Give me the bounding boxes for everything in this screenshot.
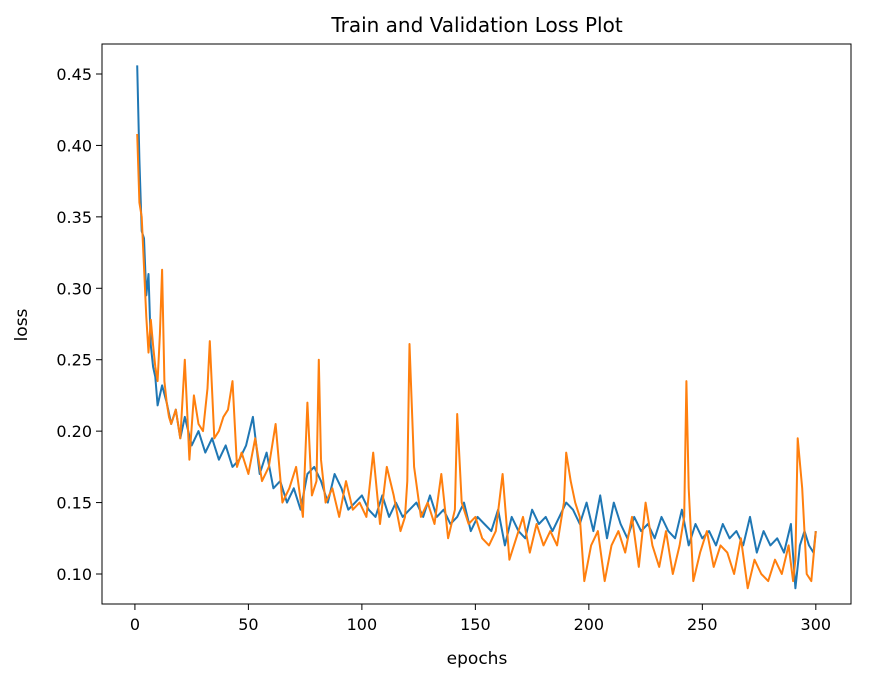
x-tick-label: 0 (130, 615, 140, 634)
x-tick-label: 200 (574, 615, 605, 634)
y-tick-label: 0.10 (56, 565, 92, 584)
y-axis-label: loss (12, 308, 32, 341)
x-tick-label: 300 (801, 615, 832, 634)
x-tick-label: 50 (238, 615, 258, 634)
x-tick-label: 150 (460, 615, 491, 634)
y-tick-label: 0.35 (56, 208, 92, 227)
y-tick-label: 0.45 (56, 65, 92, 84)
axes-frame (101, 43, 852, 605)
plot-area (136, 65, 817, 590)
y-tick-label: 0.25 (56, 351, 92, 370)
chart-title: Train and Validation Loss Plot (330, 13, 623, 37)
y-tick-label: 0.20 (56, 422, 92, 441)
x-tick-label: 100 (347, 615, 378, 634)
series-line-blue (136, 65, 817, 590)
y-tick-label: 0.40 (56, 136, 92, 155)
x-tick-label: 250 (687, 615, 718, 634)
y-tick-label: 0.30 (56, 279, 92, 298)
y-axis: 0.10 0.15 0.20 0.25 0.30 0.35 0.40 0.45 (56, 65, 102, 584)
x-axis-label: epochs (447, 649, 508, 669)
x-axis: 0 50 100 150 200 250 300 (130, 604, 831, 634)
y-tick-label: 0.15 (56, 494, 92, 513)
series-line-orange (136, 133, 817, 590)
